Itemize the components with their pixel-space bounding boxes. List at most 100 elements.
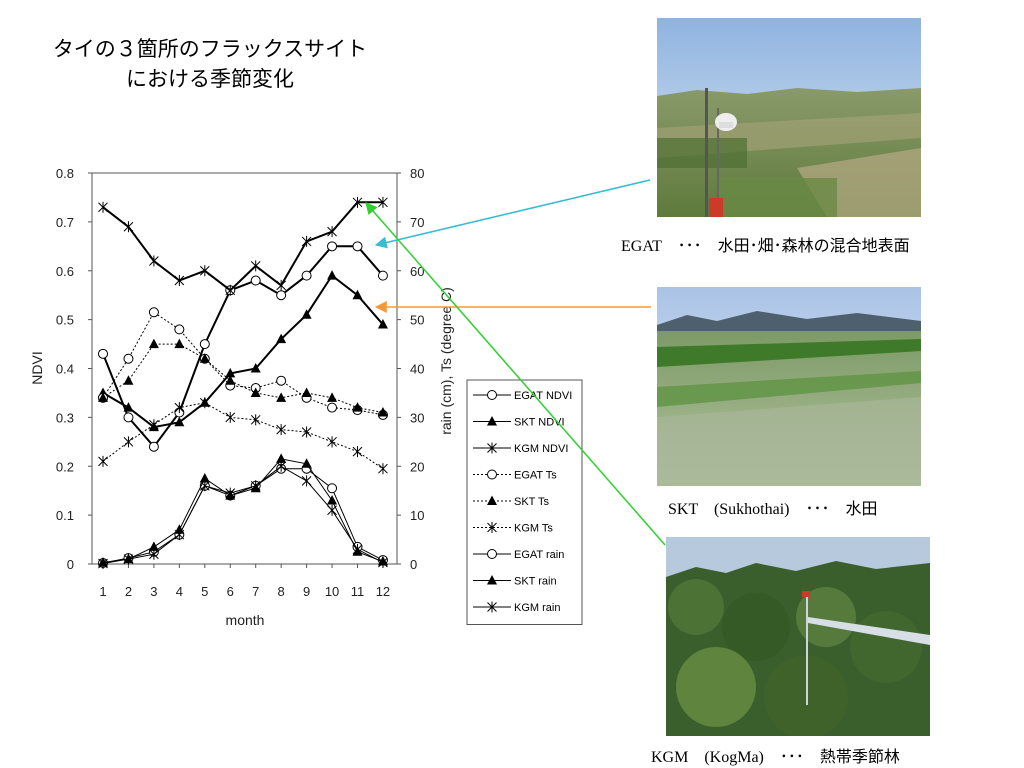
kgm-rain-point xyxy=(276,460,287,472)
left-tick-label: 0.7 xyxy=(56,215,74,230)
x-tick-label: 12 xyxy=(376,584,390,599)
egat-ndvi-line xyxy=(102,245,384,449)
egat-rain-line xyxy=(102,468,384,564)
skt-ts-point xyxy=(352,402,363,412)
x-tick-label: 6 xyxy=(227,584,234,599)
egat-ts-point xyxy=(174,324,185,335)
egat-ts-point xyxy=(327,402,338,413)
x-tick-label: 8 xyxy=(278,584,285,599)
kgm-rain-point xyxy=(199,480,210,492)
kgm-ndvi-point xyxy=(174,275,185,287)
legend-marker-kgm-rain xyxy=(487,601,497,613)
skt-rain-point xyxy=(199,472,210,483)
legend-marker-egat-rain xyxy=(487,549,497,559)
kgm-rain-point xyxy=(352,543,363,555)
kgm-ndvi-point xyxy=(98,201,108,213)
egat-caption: EGAT ･･･ 水田･畑･森林の混合地表面 xyxy=(621,238,910,255)
skt-ndvi-point xyxy=(352,289,363,300)
legend-label-kgm-ts: KGM Ts xyxy=(514,523,553,535)
egat-photo xyxy=(657,18,921,217)
egat-ts-point xyxy=(123,353,134,364)
kgm-ndvi-point xyxy=(327,226,337,238)
x-tick-label: 1 xyxy=(99,584,106,599)
egat-ndvi-point xyxy=(98,348,108,359)
kgm-rain-point xyxy=(327,504,337,516)
egat-rain-point xyxy=(327,483,338,494)
kgm-forest-image xyxy=(666,537,930,736)
legend-marker-skt-ts xyxy=(487,495,497,505)
legend-marker-kgm-ts xyxy=(487,522,497,533)
right-tick-label: 50 xyxy=(410,313,424,328)
x-tick-label: 11 xyxy=(351,584,365,599)
kgm-rain-point xyxy=(225,487,236,499)
kgm-ndvi-point xyxy=(250,260,261,272)
kgm-photo xyxy=(666,537,930,736)
legend-label-kgm-ndvi: KGM NDVI xyxy=(514,443,568,455)
egat-ndvi-point xyxy=(123,412,134,423)
slide-title: タイの３箇所のフラックスサイト における季節変化 xyxy=(20,34,400,94)
kgm-ndvi-point xyxy=(276,279,287,291)
x-tick-label: 10 xyxy=(325,584,339,599)
skt-rain-line xyxy=(102,458,384,563)
skt-ts-point xyxy=(250,387,261,397)
legend-marker-skt-rain xyxy=(487,575,497,585)
legend-marker-egat-ndvi xyxy=(487,390,497,400)
right-tick-label: 40 xyxy=(410,362,424,377)
kgm-ts-point xyxy=(327,436,337,448)
skt-caption: SKT (Sukhothai) ･･･ 水田 xyxy=(668,501,878,518)
kgm-ts-point xyxy=(250,414,261,426)
kgm-ts-point xyxy=(199,397,210,409)
legend-label-egat-ts: EGAT Ts xyxy=(514,470,557,482)
kgm-ndvi-point xyxy=(378,196,388,208)
egat-ndvi-point xyxy=(250,275,261,286)
egat-ndvi-point xyxy=(377,270,388,281)
kgm-rain-point xyxy=(378,557,388,569)
skt-ts-point xyxy=(301,387,312,397)
x-tick-label: 5 xyxy=(201,584,208,599)
x-tick-label: 7 xyxy=(252,584,259,599)
skt-ndvi-point xyxy=(377,319,388,329)
skt-ts-point xyxy=(98,392,108,402)
x-tick-label: 2 xyxy=(125,584,132,599)
legend-label-skt-ndvi: SKT NDVI xyxy=(514,417,565,429)
right-tick-label: 60 xyxy=(410,264,424,279)
left-tick-label: 0.1 xyxy=(56,508,74,523)
left-tick-label: 0.2 xyxy=(56,459,74,474)
right-tick-label: 10 xyxy=(410,508,424,523)
legend-marker-skt-ndvi xyxy=(487,416,497,426)
egat-ndvi-point xyxy=(352,241,363,252)
skt-ts-point xyxy=(123,375,134,385)
kgm-caption: KGM (KogMa) ･･･ 熱帯季節林 xyxy=(651,749,900,766)
skt-ts-point xyxy=(276,392,287,402)
skt-rain-point xyxy=(276,453,287,463)
egat-ndvi-point xyxy=(148,441,159,452)
right-tick-label: 70 xyxy=(410,215,424,230)
skt-rain-point xyxy=(148,541,159,551)
kgm-rain-point xyxy=(149,548,159,560)
skt-ts-point xyxy=(225,375,236,385)
left-tick-label: 0.8 xyxy=(56,166,74,181)
kgm-ndvi-point xyxy=(352,196,363,208)
kgm-ts-point xyxy=(352,446,363,458)
kgm-arrow xyxy=(365,202,666,546)
x-tick-label: 9 xyxy=(303,584,310,599)
kgm-rain-point xyxy=(123,553,134,565)
egat-landscape-image xyxy=(657,18,921,217)
skt-ndvi-point xyxy=(250,363,261,373)
skt-ts-point xyxy=(148,338,159,349)
kgm-ts-point xyxy=(301,426,312,438)
kgm-ndvi-point xyxy=(199,265,210,277)
legend-marker-kgm-ndvi xyxy=(487,442,497,454)
slide-title-line-2: における季節変化 xyxy=(126,67,294,91)
kgm-ndvi-point xyxy=(301,235,312,247)
skt-paddy-image xyxy=(657,287,921,486)
egat-arrow xyxy=(374,179,651,249)
kgm-ts-point xyxy=(174,402,185,414)
x-tick-label: 3 xyxy=(150,584,157,599)
egat-ndvi-point xyxy=(199,339,210,350)
skt-ts-point xyxy=(327,392,338,402)
kgm-ndvi-point xyxy=(225,284,236,296)
kgm-ts-line xyxy=(102,402,384,470)
right-tick-label: 30 xyxy=(410,410,424,425)
